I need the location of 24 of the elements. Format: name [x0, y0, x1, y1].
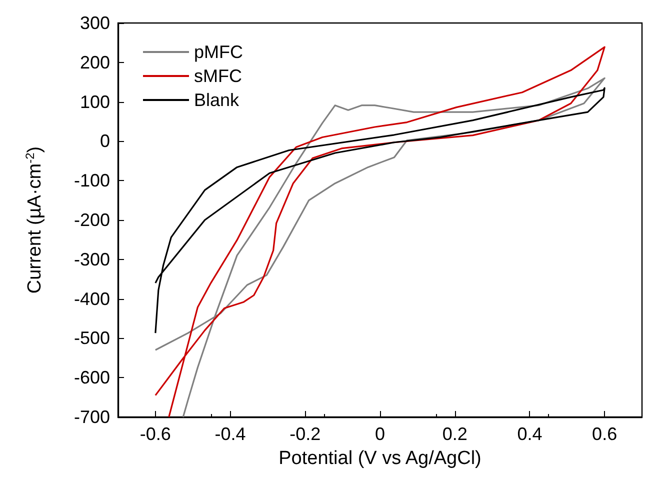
y-tick-label: 300 — [80, 13, 110, 33]
y-tick-label: -100 — [74, 170, 110, 191]
y-tick-label: -200 — [74, 210, 110, 230]
y-tick-label: -700 — [74, 407, 110, 427]
y-tick-label: 200 — [80, 52, 110, 72]
y-tick-label: 100 — [80, 92, 110, 112]
x-tick-label: -0.6 — [140, 424, 171, 444]
x-tick-label: -0.2 — [290, 424, 321, 444]
x-tick-label: 0.4 — [517, 424, 542, 444]
x-tick-label: -0.4 — [214, 424, 246, 444]
y-tick-label: -600 — [74, 368, 110, 388]
x-axis-title: Potential (V vs Ag/AgCl) — [278, 448, 482, 469]
y-tick-label: -400 — [74, 288, 110, 309]
legend-label: Blank — [194, 90, 240, 110]
x-tick-label: 0.2 — [442, 424, 468, 444]
legend-label: pMFC — [194, 42, 243, 62]
x-tick-label: 0.6 — [592, 424, 618, 444]
x-tick-label: 0 — [374, 424, 386, 444]
y-tick-label: -300 — [74, 249, 110, 270]
y-axis-title: Current (µA·cm-2) — [23, 146, 46, 294]
y-tick-label: 0 — [100, 131, 110, 152]
line-series — [154, 87, 606, 334]
y-tick-label: -500 — [74, 328, 110, 348]
legend-label: sMFC — [194, 66, 242, 86]
